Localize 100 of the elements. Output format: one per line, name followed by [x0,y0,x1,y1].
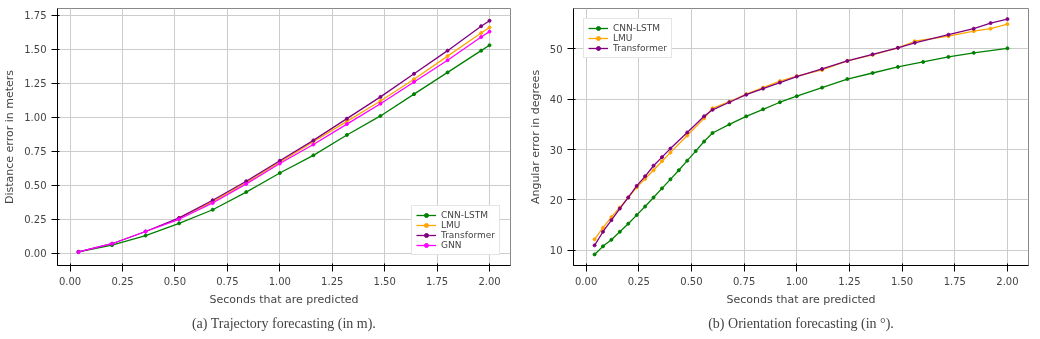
point [971,50,976,55]
point [609,237,614,242]
y-tick-label: 50 [549,43,563,55]
y-tick-label: 30 [549,144,563,156]
x-tick-label: 0.75 [216,275,239,287]
point [592,237,597,242]
point [445,58,450,63]
point [676,168,681,173]
point [592,243,597,248]
x-tick-label: 0.25 [627,275,650,287]
y-axis-title: Distance error in meters [3,69,17,205]
point [177,221,182,226]
point [479,48,484,53]
x-tick-label: 0.50 [680,275,703,287]
y-tick-label: 1.50 [24,44,47,56]
x-tick-label: 1.25 [321,275,344,287]
y-tick-label: 0.75 [24,146,47,158]
point [651,168,656,173]
point [617,229,622,234]
point [761,107,766,112]
legend-label: Transformer [440,230,495,240]
y-tick-label: 0.25 [24,214,47,226]
y-tick-label: 0.00 [24,248,47,260]
point [710,130,715,135]
point [600,229,605,234]
x-tick-label: 0.50 [163,275,187,287]
point [794,94,799,99]
point [685,158,690,163]
point [668,150,673,155]
y-tick-label: 40 [549,94,563,106]
point [744,114,749,119]
point [693,149,698,154]
point [626,221,631,226]
x-tick-label: 2.00 [996,275,1019,287]
y-tick-label: 0.50 [24,180,47,192]
point [921,59,926,64]
point [651,195,656,200]
text: (a) Trajectory forecasting (in m). [191,315,376,332]
x-tick-label: 1.00 [268,275,291,287]
x-tick-label: 2.00 [478,275,501,287]
legend-label: LMU [613,33,633,43]
x-tick-label: 1.25 [838,275,861,287]
point [777,100,782,105]
point [445,54,450,59]
point [702,139,707,144]
y-tick-label: 1.75 [24,10,47,22]
point [1005,22,1010,27]
legend-label: CNN-LSTM [440,210,488,220]
point [820,85,825,90]
text: (b) Orientation forecasting (in °). [708,315,894,332]
x-tick-label: 1.50 [890,275,914,287]
legend-label: LMU [440,220,461,230]
point [487,29,492,34]
point [445,48,450,53]
x-tick-label: 1.75 [943,275,966,287]
y-tick-label: 1.25 [24,78,47,90]
x-axis-title: Seconds that are predicted [726,292,876,306]
point [210,207,215,212]
point [988,26,993,31]
point [1005,46,1010,51]
point [727,122,732,127]
x-tick-label: 0.25 [111,275,134,287]
point [479,30,484,35]
point [592,252,597,257]
x-tick-label: 1.50 [373,275,396,287]
point [651,163,656,168]
y-axis-title: Angular error in degrees [528,69,542,205]
point [946,54,951,59]
point [311,153,316,158]
y-tick-label: 10 [549,245,563,257]
point [668,177,673,182]
legend-label: Transformer [613,43,668,53]
point [600,244,605,249]
point [870,71,875,75]
point [845,77,850,82]
point [277,171,282,176]
y-tick-label: 20 [549,194,563,206]
point [479,24,484,29]
point [445,70,450,75]
legend-label: CNN-LSTM [613,23,660,33]
point [412,71,417,76]
point [668,146,673,151]
y-tick-label: 1.00 [24,112,47,124]
point [659,155,664,160]
x-tick-label: 0.00 [575,275,598,287]
legend-label: GNN [440,240,462,250]
point [988,21,993,26]
point [479,35,484,40]
point [487,18,492,23]
x-tick-label: 1.00 [785,275,808,287]
point [378,94,383,99]
point [600,225,605,230]
point [487,43,492,48]
point [344,132,349,137]
x-tick-label: 0.00 [58,275,82,287]
point [244,190,249,195]
point [659,159,664,164]
point [378,113,383,118]
point [634,213,639,218]
point [487,25,492,30]
